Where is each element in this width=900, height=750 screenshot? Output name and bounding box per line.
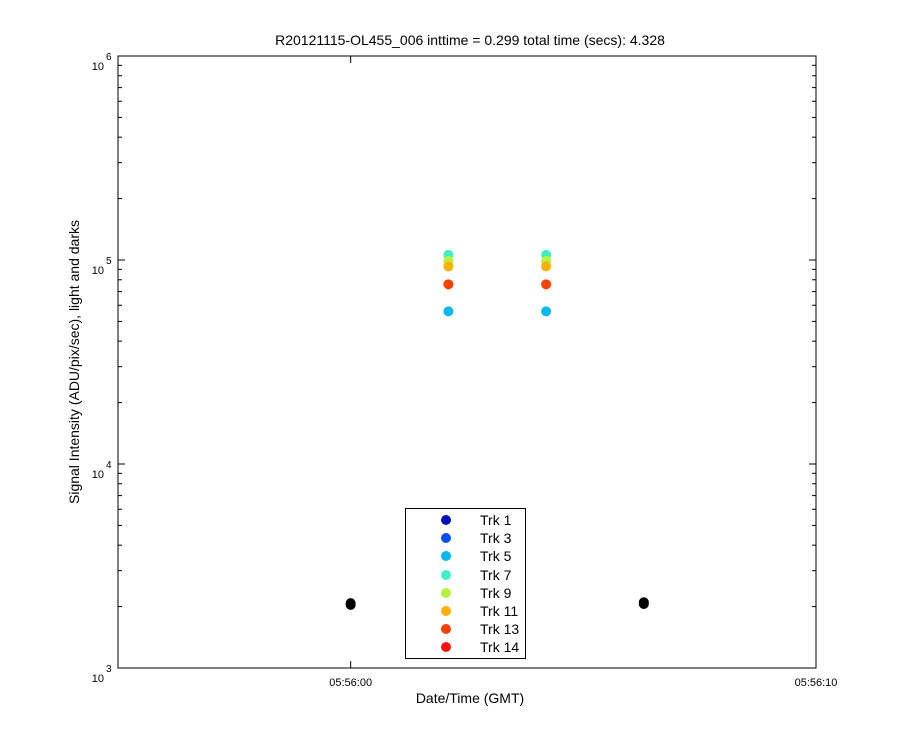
legend-marker-icon [441,624,451,635]
y-tick-label: 10 [92,469,104,481]
y-tick-label: 10 [92,673,104,685]
legend-label: Trk 5 [480,548,512,565]
legend-label: Trk 3 [480,530,512,547]
legend-label: Trk 11 [480,603,519,619]
legend-item: Trk 11 [406,602,525,620]
y-tick-exponent: 5 [106,256,112,267]
y-tick-exponent: 3 [106,664,112,675]
y-axis-label: Signal Intensity (ADU/pix/sec), light an… [66,219,82,505]
x-tick-label: 05:56:00 [329,677,372,689]
legend-label: Trk 13 [480,621,520,638]
legend-label: Trk 7 [480,566,512,583]
data-point [443,306,454,317]
data-point [541,279,552,290]
legend-label: Trk 9 [480,584,512,601]
legend-marker-icon [441,551,451,562]
legend-item: Trk 9 [406,584,525,602]
legend-marker-icon [441,587,451,598]
dark-point [638,597,649,608]
legend-item: Trk 14 [406,638,525,656]
y-tick-exponent: 4 [106,460,112,471]
data-point [443,261,454,272]
data-point [541,306,552,317]
dark-point [345,598,356,609]
legend-marker-icon [441,533,451,544]
x-axis-label: Date/Time (GMT) [415,690,525,706]
data-point [443,279,454,290]
data-point [541,261,552,272]
y-tick-label: 10 [92,265,104,277]
legend-item: Trk 13 [406,620,525,638]
legend-label: Trk 1 [480,512,512,528]
legend-marker-icon [441,569,451,580]
legend-label: Trk 14 [480,639,520,656]
legend-item: Trk 7 [406,566,525,584]
y-tick-exponent: 6 [106,52,112,63]
legend-marker-icon [441,515,451,525]
plot-frame [117,55,817,669]
chart-legend: Trk 1 Trk 3 Trk 5 Trk 7 Trk 9 Trk 11 Trk 13 Trk… [405,508,526,659]
legend-marker-icon [441,642,451,653]
legend-marker-icon [441,606,451,616]
y-tick-label: 10 [92,61,104,73]
plot-marks [345,249,649,610]
legend-item: Trk 3 [406,529,525,547]
legend-item: Trk 5 [406,547,525,565]
x-tick-label: 05:56:10 [795,677,838,689]
legend-item: Trk 1 [406,511,525,529]
chart-title: R20121115-OL455_006 inttime = 0.299 tota… [275,32,665,48]
